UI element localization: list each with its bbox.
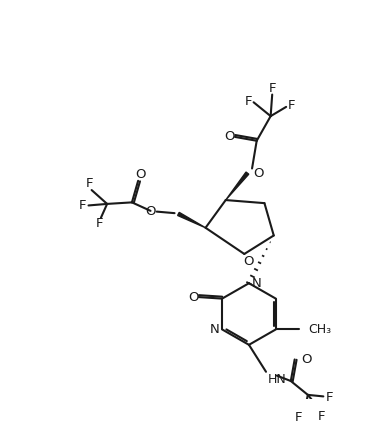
Text: F: F [318, 410, 325, 423]
Text: F: F [295, 411, 302, 424]
Text: O: O [254, 167, 264, 180]
Text: N: N [251, 277, 261, 290]
Text: HN: HN [268, 373, 286, 386]
Text: F: F [96, 217, 103, 230]
Text: O: O [135, 168, 146, 181]
Text: F: F [85, 177, 93, 190]
Text: F: F [78, 199, 86, 212]
Text: F: F [245, 95, 253, 108]
Text: O: O [145, 205, 156, 218]
Text: CH₃: CH₃ [309, 323, 332, 336]
Text: F: F [288, 99, 295, 112]
Polygon shape [178, 212, 205, 228]
Text: O: O [243, 255, 253, 268]
Polygon shape [226, 172, 249, 200]
Text: F: F [269, 82, 276, 95]
Text: F: F [326, 392, 333, 405]
Text: O: O [224, 129, 235, 142]
Text: N: N [210, 323, 220, 336]
Text: O: O [188, 291, 199, 304]
Text: O: O [301, 353, 311, 366]
